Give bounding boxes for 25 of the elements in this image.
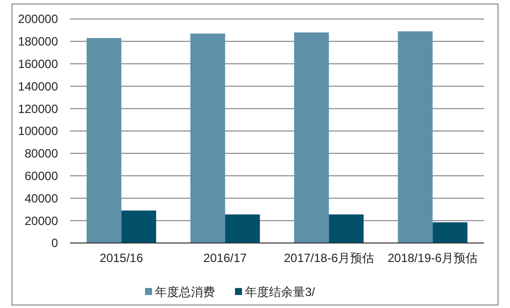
bar: [121, 210, 156, 243]
x-tick-label: 2018/19-6月预估: [388, 251, 478, 265]
y-tick-label: 100000: [18, 124, 58, 138]
x-tick-label: 2017/18-6月预估: [284, 251, 374, 265]
bar: [328, 214, 364, 243]
y-tick-label: 80000: [24, 146, 58, 161]
y-tick-label: 120000: [18, 102, 58, 116]
legend-label: 年度结余量3/: [245, 285, 316, 300]
y-tick-label: 160000: [18, 57, 58, 71]
x-tick-label: 2016/17: [203, 251, 248, 265]
legend-label: 年度总消费: [155, 285, 215, 300]
bar: [225, 214, 260, 243]
x-tick-label: 2015/16: [100, 251, 144, 265]
y-tick-label: 20000: [24, 214, 58, 228]
bar: [86, 38, 122, 243]
y-tick-label: 180000: [18, 34, 58, 49]
bar: [398, 31, 433, 243]
bar: [294, 32, 329, 243]
y-tick-label: 0: [51, 236, 58, 250]
y-tick-label: 200000: [18, 12, 58, 26]
y-tick-label: 60000: [24, 169, 58, 183]
bar: [432, 222, 468, 243]
bar: [190, 34, 226, 243]
y-tick-label: 40000: [24, 191, 58, 206]
y-tick-label: 140000: [18, 79, 58, 94]
